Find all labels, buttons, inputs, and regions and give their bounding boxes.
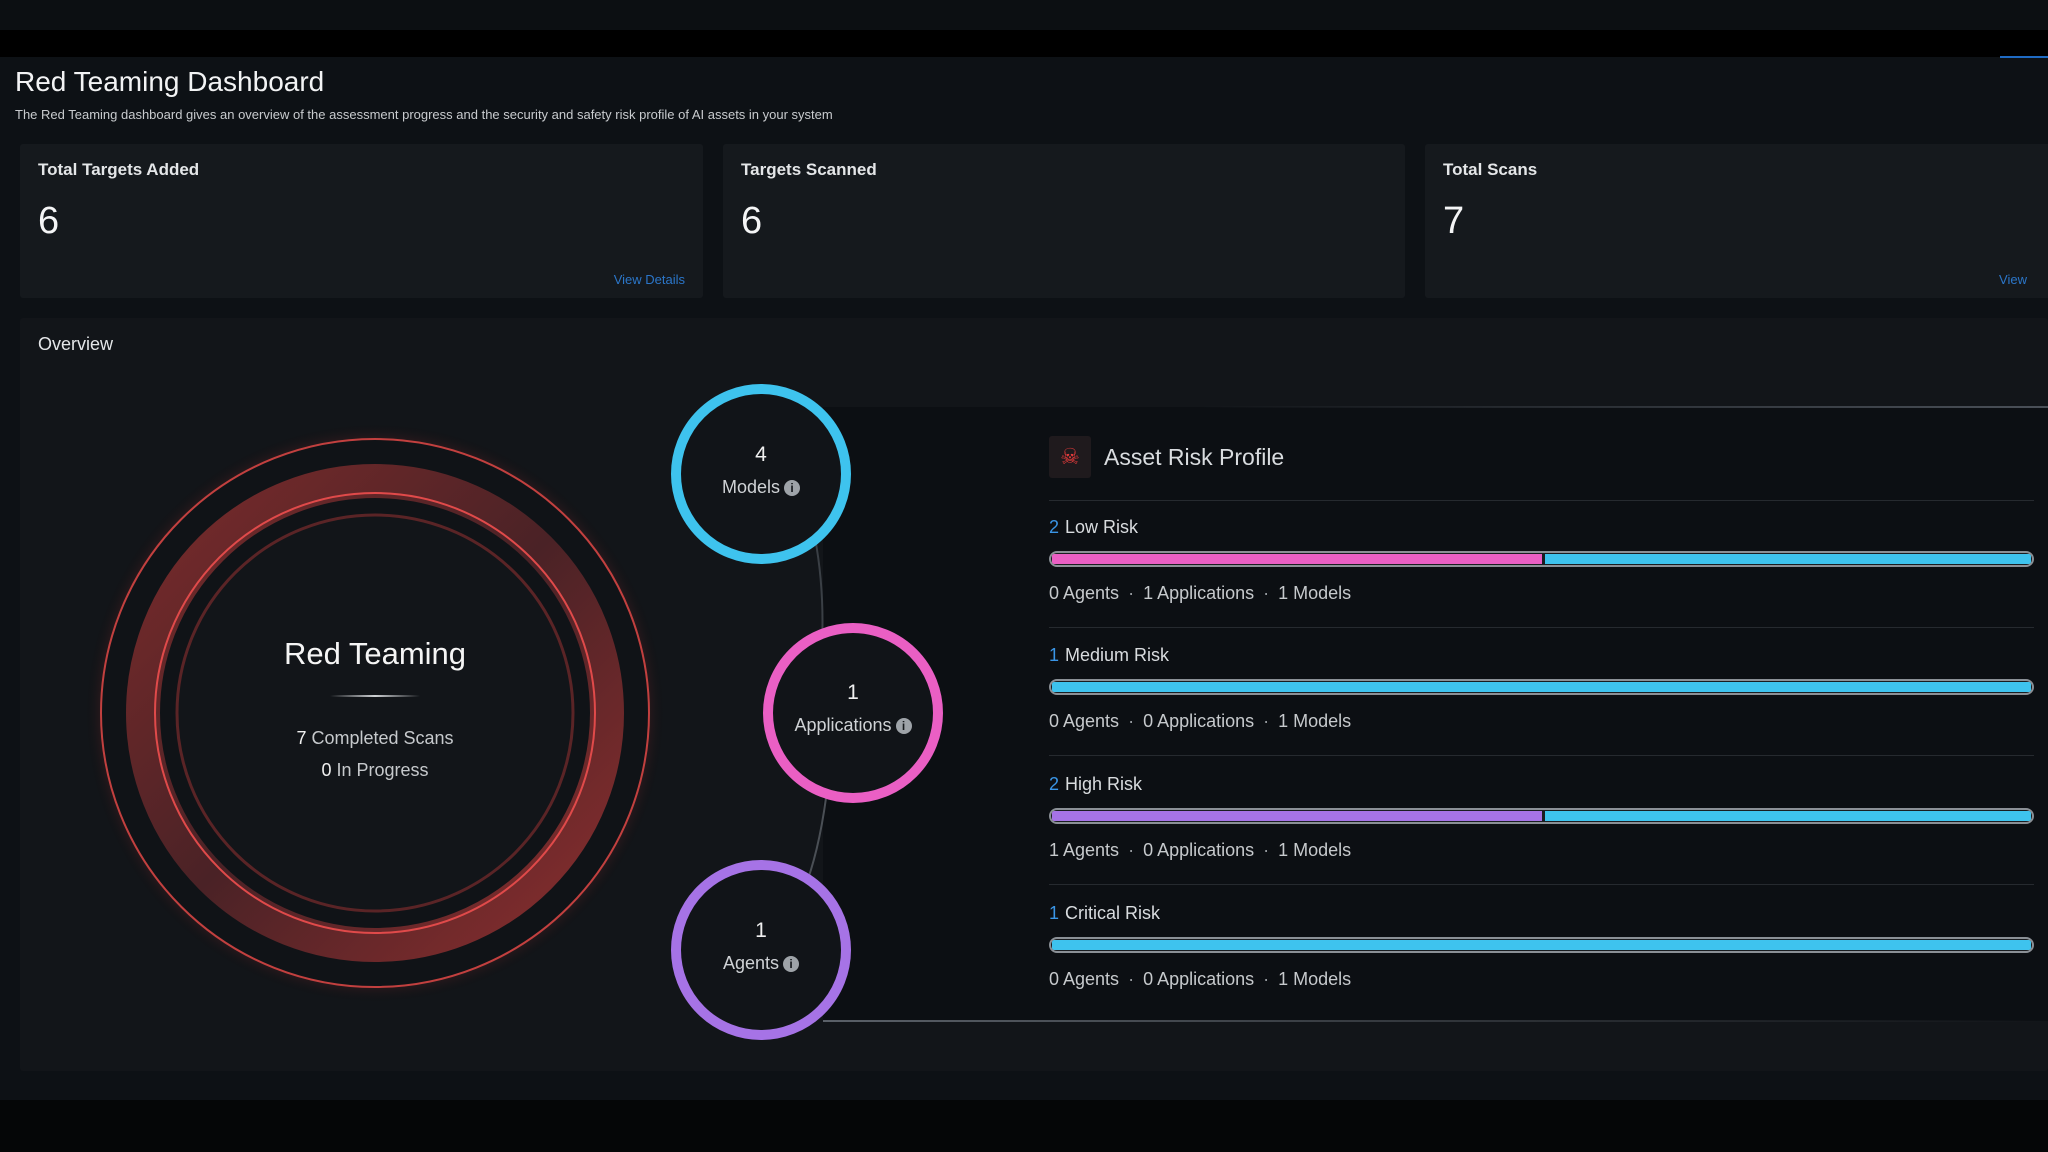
divider [823, 1020, 2048, 1022]
applications-count: 1 Applications [1143, 583, 1255, 603]
divider [1200, 406, 2048, 408]
view-details-link[interactable]: View [1999, 272, 2027, 287]
node-applications[interactable]: 1 Applications i [763, 681, 943, 736]
card-targets-scanned: Targets Scanned 6 [723, 144, 1405, 298]
page-subtitle: The Red Teaming dashboard gives an overv… [15, 107, 833, 122]
risk-label: High Risk [1065, 774, 1143, 794]
page-title: Red Teaming Dashboard [15, 66, 325, 97]
risk-label: Critical Risk [1065, 903, 1161, 923]
risk-breakdown: 0 Agents · 1 Applications · 1 Models [1049, 583, 1352, 603]
node-ring-agents[interactable] [671, 860, 851, 1040]
risk-bar [1049, 808, 2034, 824]
node-count: 1 [755, 919, 767, 942]
card-title: Targets Scanned [741, 160, 877, 179]
divider [1049, 627, 2034, 628]
divider [1049, 755, 2034, 756]
risk-breakdown: 1 Agents · 0 Applications · 1 Models [1049, 840, 1352, 860]
risk-count: 1 [1049, 645, 1060, 665]
top-bar [0, 30, 2048, 57]
agents-count: 1 Agents [1049, 840, 1120, 860]
divider [1049, 500, 2034, 501]
agents-count: 0 Agents [1049, 711, 1120, 731]
card-total-scans: Total Scans 7 View [1425, 144, 2048, 298]
asset-risk-panel [823, 407, 2048, 1021]
bar-segment-models [1052, 940, 2031, 950]
bar-segment-models [1541, 811, 2031, 821]
bar-segment-models [1541, 554, 2031, 564]
window-top-strip [0, 0, 2048, 30]
applications-count: 0 Applications [1143, 969, 1255, 989]
card-title: Total Targets Added [38, 160, 200, 179]
completed-scans: 7 Completed Scans [225, 728, 525, 749]
risk-count: 2 [1049, 774, 1060, 794]
risk-count: 2 [1049, 517, 1060, 537]
risk-breakdown: 0 Agents · 0 Applications · 1 Models [1049, 711, 1352, 731]
skull-icon: ☠ [1049, 436, 1091, 478]
node-count: 4 [755, 443, 767, 466]
node-models[interactable]: 4 Models i [671, 443, 851, 498]
risk-bar [1049, 937, 2034, 953]
card-value: 7 [1443, 200, 1465, 242]
applications-count: 0 Applications [1143, 711, 1255, 731]
info-icon[interactable]: i [784, 480, 801, 497]
bar-segment-models [1052, 682, 2031, 692]
completed-label: Completed Scans [311, 728, 454, 748]
in-progress-scans: 0 In Progress [225, 760, 525, 781]
risk-breakdown: 0 Agents · 0 Applications · 1 Models [1049, 969, 1352, 989]
bottom-bar [0, 1100, 2048, 1152]
overview-graph [85, 384, 943, 1040]
card-value: 6 [741, 200, 763, 242]
card-value: 6 [38, 200, 60, 242]
risk-row-label[interactable]: 1 Critical Risk [1049, 903, 1160, 924]
models-count: 1 Models [1278, 840, 1352, 860]
agents-count: 0 Agents [1049, 583, 1120, 603]
completed-count: 7 [296, 728, 307, 748]
core-circle [175, 513, 575, 913]
active-tab-indicator [2000, 56, 2048, 58]
risk-row-label[interactable]: 1 Medium Risk [1049, 645, 1169, 666]
asset-risk-profile-title: Asset Risk Profile [1104, 444, 1285, 470]
node-label: Agents [722, 953, 780, 973]
bar-segment-agents [1052, 811, 1542, 821]
risk-label: Low Risk [1065, 517, 1139, 537]
node-agents[interactable]: 1 Agents i [671, 919, 851, 974]
view-details-link[interactable]: View Details [613, 272, 685, 287]
card-total-targets: Total Targets Added 6 View Details [20, 144, 703, 298]
models-count: 1 Models [1278, 969, 1352, 989]
applications-count: 0 Applications [1143, 840, 1255, 860]
risk-count: 1 [1049, 903, 1060, 923]
agents-count: 0 Agents [1049, 969, 1120, 989]
overview-title: Overview [38, 334, 114, 354]
bar-segment-applications [1052, 554, 1542, 564]
models-count: 1 Models [1278, 583, 1352, 603]
divider [1049, 884, 2034, 885]
node-label: Models [721, 477, 781, 497]
risk-row-label[interactable]: 2 Low Risk [1049, 517, 1138, 538]
in-progress-count: 0 [321, 760, 332, 780]
red-teaming-title: Red Teaming [283, 636, 467, 671]
in-progress-label: In Progress [336, 760, 429, 780]
node-ring-applications[interactable] [763, 623, 943, 803]
card-title: Total Scans [1443, 160, 1538, 179]
models-count: 1 Models [1278, 711, 1352, 731]
divider [330, 695, 420, 697]
risk-bar [1049, 551, 2034, 567]
inner-ring [154, 492, 596, 934]
node-ring-models[interactable] [671, 384, 851, 564]
glow-ring [126, 464, 624, 962]
risk-bar [1049, 679, 2034, 695]
risk-label: Medium Risk [1065, 645, 1170, 665]
node-count: 1 [847, 681, 859, 704]
node-label: Applications [794, 715, 892, 735]
info-icon[interactable]: i [895, 718, 912, 735]
info-icon[interactable]: i [783, 956, 800, 973]
risk-row-label[interactable]: 2 High Risk [1049, 774, 1142, 795]
